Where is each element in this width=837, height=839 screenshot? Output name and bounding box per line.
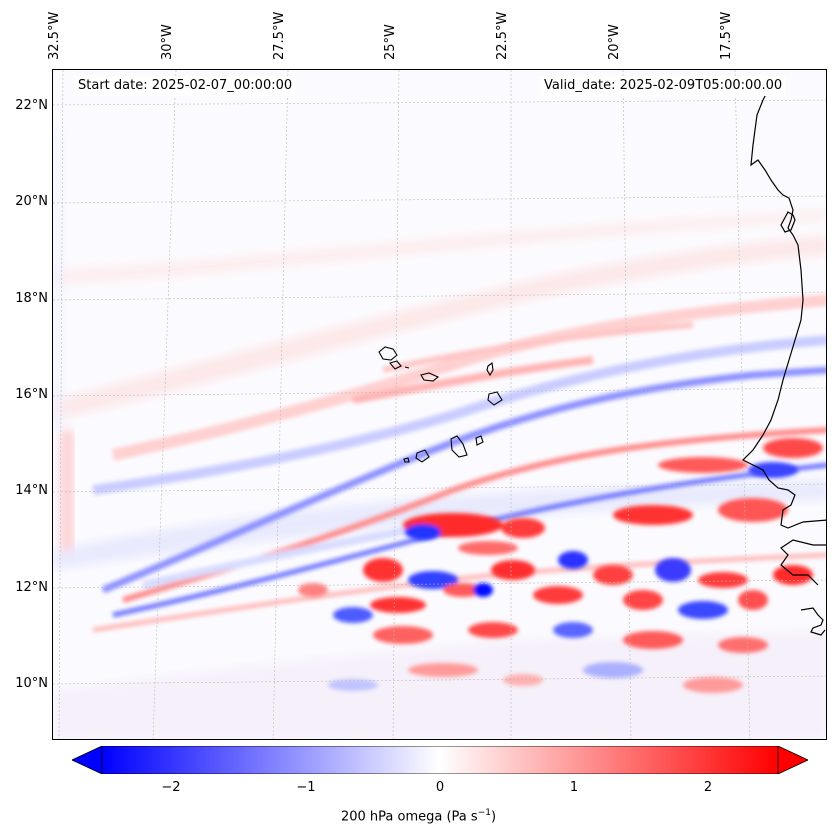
lat-label-10n: 10°N bbox=[15, 676, 48, 691]
colorbar-tick-label: −2 bbox=[161, 780, 181, 795]
colorbar-tick-label: −1 bbox=[296, 780, 316, 795]
lon-label-22-5w: 22.5°W bbox=[495, 11, 510, 60]
valid-date-label: Valid_date: 2025-02-09T05:00:00.00 bbox=[540, 76, 787, 96]
lat-label-14n: 14°N bbox=[15, 483, 48, 498]
lon-label-17-5w: 17.5°W bbox=[719, 11, 734, 60]
lon-label-20w: 20°W bbox=[607, 24, 622, 60]
lon-label-32-5w: 32.5°W bbox=[47, 11, 62, 60]
colorbar-label: 200 hPa omega (Pa s−1) bbox=[340, 808, 497, 825]
omega-map-panel bbox=[52, 69, 827, 740]
colorbar-extend-min-arrow bbox=[72, 746, 103, 774]
start-date-label: Start date: 2025-02-07_00:00:00 bbox=[74, 76, 297, 96]
colorbar-gradient bbox=[101, 746, 779, 774]
lon-label-25w: 25°W bbox=[383, 24, 398, 60]
cape-verde-islands bbox=[378, 346, 503, 463]
lon-label-27-5w: 27.5°W bbox=[272, 11, 287, 60]
colorbar-extend-max-arrow bbox=[777, 746, 808, 774]
colorbar-tick-label: 2 bbox=[703, 780, 713, 795]
omega-field-map bbox=[53, 70, 826, 739]
lat-label-20n: 20°N bbox=[15, 194, 48, 209]
lon-label-30w: 30°W bbox=[160, 24, 175, 60]
lat-label-22n: 22°N bbox=[15, 98, 48, 113]
lat-label-16n: 16°N bbox=[15, 387, 48, 402]
lat-label-12n: 12°N bbox=[15, 580, 48, 595]
omega-field-layer bbox=[53, 70, 826, 739]
colorbar-tick-label: 1 bbox=[569, 780, 579, 795]
colorbar bbox=[72, 746, 808, 774]
graticule-lines bbox=[53, 70, 826, 739]
lat-label-18n: 18°N bbox=[15, 291, 48, 306]
coastline bbox=[741, 84, 826, 636]
colorbar-tick-label: 0 bbox=[435, 780, 445, 795]
